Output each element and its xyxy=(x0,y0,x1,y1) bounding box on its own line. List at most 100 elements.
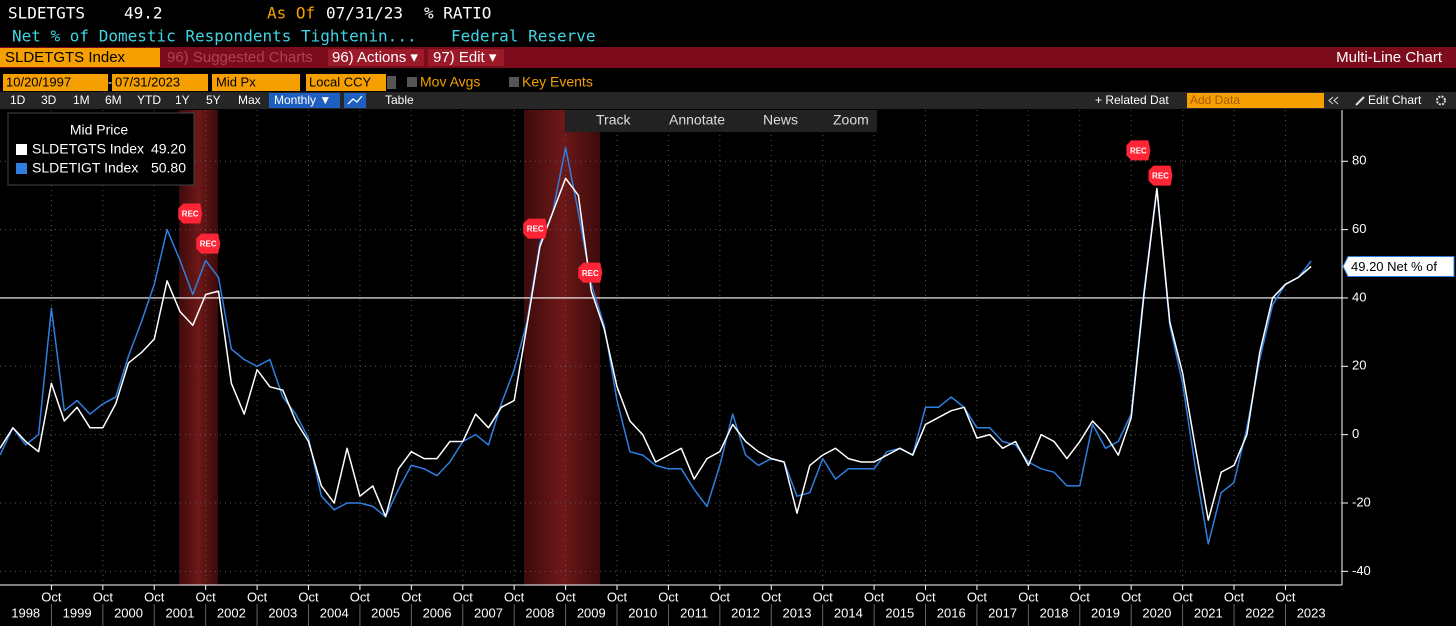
actions-button[interactable] xyxy=(328,49,424,66)
add-data[interactable]: Add Data xyxy=(1190,93,1240,107)
x-tick-label: Oct xyxy=(1172,589,1193,604)
period-button[interactable]: 1D xyxy=(10,93,26,107)
series-line xyxy=(0,177,1312,521)
year-label: 2015 xyxy=(885,605,914,620)
as-of-date: 07/31/23 xyxy=(326,4,403,23)
period-button[interactable]: 1M xyxy=(73,93,90,107)
start-date-box[interactable] xyxy=(3,74,108,91)
frequency-button[interactable] xyxy=(269,93,340,108)
add-data-box[interactable] xyxy=(1187,93,1324,108)
chart-type: Multi-Line Chart xyxy=(1336,49,1443,66)
chart-tool[interactable]: Track xyxy=(596,112,631,128)
chart-tool[interactable]: Zoom xyxy=(833,112,869,128)
edit-button[interactable] xyxy=(428,49,504,66)
option[interactable]: Mov Avgs xyxy=(420,74,480,90)
chart-tool[interactable]: News xyxy=(763,112,798,128)
table-button[interactable]: Table xyxy=(385,93,414,107)
menu-item[interactable]: 96) Actions ▾ xyxy=(332,49,418,66)
period-button[interactable]: Max xyxy=(238,93,261,107)
x-tick-label: Oct xyxy=(196,589,217,604)
end-date-box[interactable] xyxy=(112,74,208,91)
security-box[interactable] xyxy=(0,48,160,67)
end-date: 07/31/2023 xyxy=(115,74,180,89)
x-tick-label: Oct xyxy=(144,589,165,604)
year-label: 2003 xyxy=(268,605,297,620)
mov-avgs-checkbox[interactable] xyxy=(407,77,417,87)
period-button[interactable]: 5Y xyxy=(206,93,221,107)
rec-flag xyxy=(1148,165,1173,186)
x-tick-label: Oct xyxy=(1275,589,1296,604)
pencil-icon xyxy=(1355,96,1365,106)
currency-dropdown[interactable] xyxy=(387,76,396,89)
rec-flag-label: REC xyxy=(182,210,199,219)
x-tick-label: Oct xyxy=(1121,589,1142,604)
series-line xyxy=(0,146,1312,545)
year-label: 2011 xyxy=(680,605,708,620)
price-field: Mid Px xyxy=(216,74,256,89)
year-label: 1998 xyxy=(11,605,40,620)
menu-item[interactable]: 96) Suggested Charts xyxy=(167,49,313,66)
y-tick-label: -40 xyxy=(1352,563,1371,578)
rec-flag-label: REC xyxy=(582,269,599,278)
value-tag-label: 49.20 Net % of xyxy=(1351,259,1437,274)
period-button[interactable]: 1Y xyxy=(175,93,190,107)
units: % RATIO xyxy=(424,4,491,23)
x-tick-label: Oct xyxy=(41,589,62,604)
period-button[interactable]: YTD xyxy=(137,93,161,107)
y-tick-label: -20 xyxy=(1352,494,1371,509)
y-tick-label: 80 xyxy=(1352,153,1366,168)
collapse-icon[interactable] xyxy=(1328,96,1339,105)
legend-label: SLDETGTS Index xyxy=(32,141,144,157)
year-label: 2013 xyxy=(783,605,812,620)
security: SLDETGTS Index xyxy=(5,49,126,66)
legend-value: 50.80 xyxy=(151,160,186,176)
recession-shade xyxy=(178,110,219,585)
period-button[interactable]: 3D xyxy=(41,93,57,107)
chart-tool[interactable]: Annotate xyxy=(669,112,725,128)
year-label: 2019 xyxy=(1091,605,1120,620)
year-label: 2010 xyxy=(628,605,657,620)
option[interactable]: Key Events xyxy=(522,74,593,90)
rec-flag xyxy=(1126,140,1151,161)
year-label: 2007 xyxy=(474,605,503,620)
menu-item[interactable]: 97) Edit ▾ xyxy=(433,49,497,66)
rec-flag-label: REC xyxy=(1130,146,1147,155)
x-tick-label: Oct xyxy=(1018,589,1039,604)
price-box[interactable] xyxy=(212,74,300,91)
year-label: 2001 xyxy=(166,605,195,620)
year-label: 2002 xyxy=(217,605,246,620)
year-label: 2009 xyxy=(577,605,606,620)
x-tick-label: Oct xyxy=(658,589,679,604)
legend-swatch xyxy=(16,163,27,174)
x-tick-label: Oct xyxy=(453,589,474,604)
legend-value: 49.20 xyxy=(151,141,186,157)
year-label: 2000 xyxy=(114,605,143,620)
year-label: 2022 xyxy=(1245,605,1274,620)
x-tick-label: Oct xyxy=(915,589,936,604)
x-tick-label: Oct xyxy=(247,589,268,604)
related-data[interactable]: + Related Dat xyxy=(1095,93,1169,107)
period-button[interactable]: 6M xyxy=(105,93,122,107)
edit-chart[interactable]: Edit Chart xyxy=(1368,93,1422,107)
key-events-checkbox[interactable] xyxy=(509,77,519,87)
legend-title: Mid Price xyxy=(70,122,129,138)
rec-flag-label: REC xyxy=(1152,172,1169,181)
x-tick-label: Oct xyxy=(967,589,988,604)
x-tick-label: Oct xyxy=(93,589,114,604)
source: Federal Reserve xyxy=(451,27,596,46)
x-tick-label: Oct xyxy=(401,589,422,604)
y-tick-label: 20 xyxy=(1352,358,1366,373)
year-label: 2017 xyxy=(988,605,1017,620)
year-label: 2005 xyxy=(371,605,400,620)
ticker: SLDETGTS xyxy=(8,4,85,23)
settings-icon[interactable] xyxy=(1436,95,1446,106)
year-label: 2008 xyxy=(525,605,554,620)
year-label: 2020 xyxy=(1142,605,1171,620)
x-tick-label: Oct xyxy=(555,589,576,604)
year-label: 2016 xyxy=(937,605,966,620)
rec-flag xyxy=(196,233,221,254)
currency-box[interactable] xyxy=(306,74,386,91)
y-tick-label: 60 xyxy=(1352,221,1366,236)
frequency[interactable]: Monthly ▼ xyxy=(274,93,331,107)
value-tag xyxy=(1342,256,1455,278)
